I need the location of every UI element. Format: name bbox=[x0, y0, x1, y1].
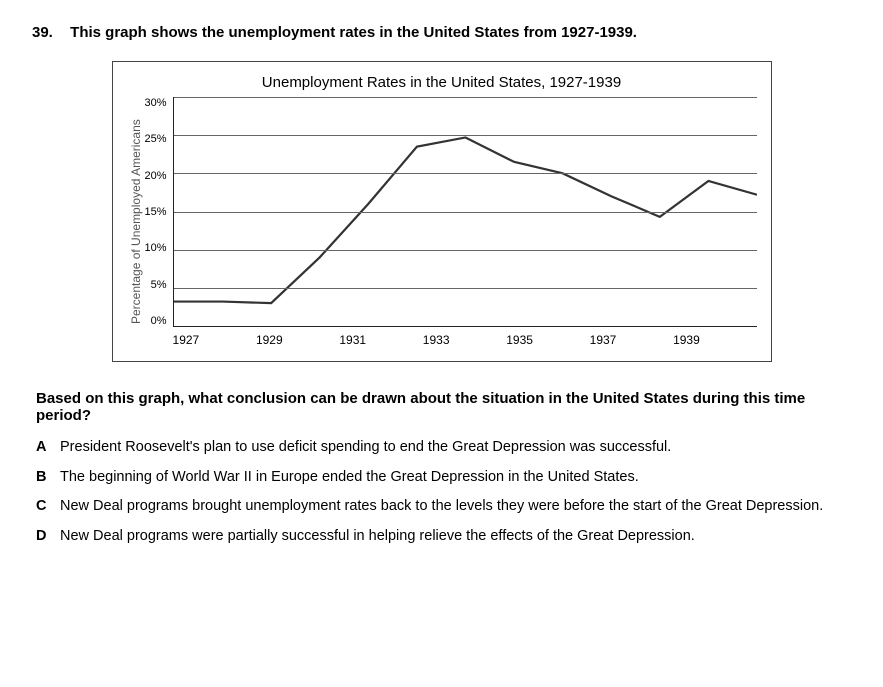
choice-a[interactable]: A President Roosevelt's plan to use defi… bbox=[32, 438, 851, 458]
x-tick: 1931 bbox=[339, 333, 422, 347]
y-tick: 20% bbox=[145, 170, 167, 182]
choice-text: President Roosevelt's plan to use defici… bbox=[60, 438, 851, 458]
question-sub: Based on this graph, what conclusion can… bbox=[36, 390, 847, 424]
y-tick: 0% bbox=[145, 315, 167, 327]
chart-title: Unemployment Rates in the United States,… bbox=[127, 74, 757, 91]
gridline bbox=[174, 212, 757, 213]
chart-container: Unemployment Rates in the United States,… bbox=[112, 61, 772, 362]
y-tick: 30% bbox=[145, 97, 167, 109]
x-tick: 1937 bbox=[590, 333, 673, 347]
choice-letter: D bbox=[32, 527, 60, 547]
y-ticks: 30% 25% 20% 15% 10% 5% 0% bbox=[145, 97, 173, 327]
y-tick: 25% bbox=[145, 133, 167, 145]
x-tick: 1929 bbox=[256, 333, 339, 347]
choice-c[interactable]: C New Deal programs brought unemployment… bbox=[32, 497, 851, 517]
answer-choices: A President Roosevelt's plan to use defi… bbox=[32, 438, 851, 546]
gridline bbox=[174, 250, 757, 251]
x-tick: 1939 bbox=[673, 333, 756, 347]
choice-b[interactable]: B The beginning of World War II in Europ… bbox=[32, 468, 851, 488]
y-tick: 10% bbox=[145, 242, 167, 254]
choice-letter: B bbox=[32, 468, 60, 488]
choice-text: New Deal programs were partially success… bbox=[60, 527, 851, 547]
choice-letter: A bbox=[32, 438, 60, 458]
y-tick: 15% bbox=[145, 206, 167, 218]
x-tick: 1927 bbox=[173, 333, 256, 347]
question-number: 39. bbox=[32, 24, 66, 41]
x-ticks: 1927 1929 1931 1933 1935 1937 1939 bbox=[173, 333, 757, 347]
chart-plot-area bbox=[173, 97, 757, 327]
question-header: 39. This graph shows the unemployment ra… bbox=[32, 24, 851, 41]
choice-text: The beginning of World War II in Europe … bbox=[60, 468, 851, 488]
choice-letter: C bbox=[32, 497, 60, 517]
y-tick: 5% bbox=[145, 279, 167, 291]
choice-text: New Deal programs brought unemployment r… bbox=[60, 497, 851, 517]
x-tick: 1935 bbox=[506, 333, 589, 347]
choice-d[interactable]: D New Deal programs were partially succe… bbox=[32, 527, 851, 547]
gridline bbox=[174, 288, 757, 289]
gridline bbox=[174, 173, 757, 174]
question-stem: This graph shows the unemployment rates … bbox=[70, 24, 830, 41]
x-tick: 1933 bbox=[423, 333, 506, 347]
gridline bbox=[174, 135, 757, 136]
y-axis-label: Percentage of Unemployed Americans bbox=[127, 97, 145, 347]
gridline bbox=[174, 97, 757, 98]
